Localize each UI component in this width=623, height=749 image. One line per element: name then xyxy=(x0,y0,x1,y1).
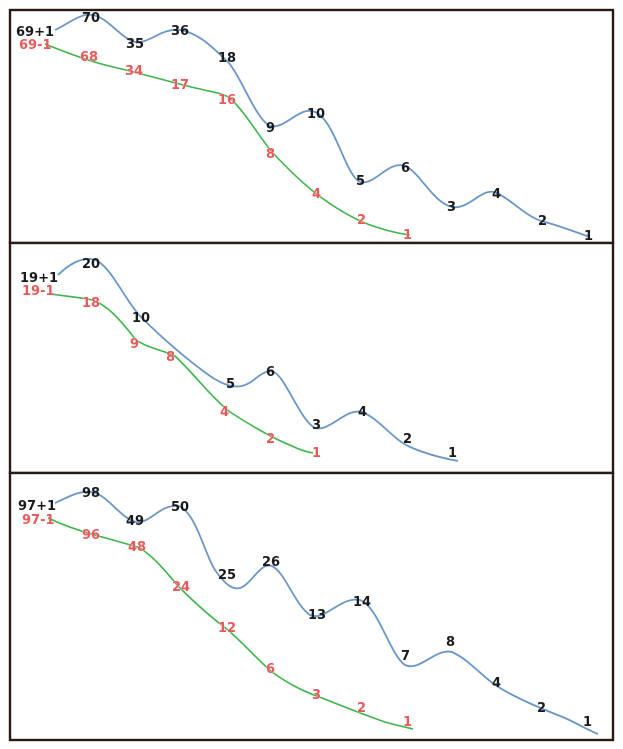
minus-start-label: 69-1 xyxy=(19,38,52,53)
plus-curve xyxy=(57,258,459,462)
minus-value-label: 6 xyxy=(266,662,275,677)
plus-value-label: 2 xyxy=(403,432,412,447)
minus-value-label: 1 xyxy=(312,446,321,461)
minus-value-label: 12 xyxy=(218,621,236,636)
minus-curve xyxy=(47,517,414,730)
minus-value-label: 2 xyxy=(357,213,366,228)
plus-value-label: 18 xyxy=(218,51,236,66)
plus-value-label: 5 xyxy=(226,377,235,392)
plus-value-label: 35 xyxy=(126,37,144,52)
panel-frame xyxy=(8,241,615,475)
plus-value-label: 26 xyxy=(262,555,280,570)
minus-value-label: 1 xyxy=(403,228,412,243)
plus-value-label: 70 xyxy=(82,11,100,26)
plus-value-label: 4 xyxy=(492,676,501,691)
minus-value-label: 8 xyxy=(266,147,275,162)
plus-value-label: 3 xyxy=(312,418,321,433)
plus-value-label: 8 xyxy=(446,635,455,650)
minus-curve xyxy=(44,43,411,236)
plus-value-label: 3 xyxy=(447,200,456,215)
plus-value-label: 2 xyxy=(538,214,547,229)
plus-value-label: 13 xyxy=(308,608,326,623)
minus-value-label: 48 xyxy=(128,540,146,555)
minus-value-label: 68 xyxy=(80,50,98,65)
plus-value-label: 1 xyxy=(448,446,457,461)
plus-value-label: 9 xyxy=(266,121,275,136)
panel-19: 19+1 19-1 20 10 5 6 3 4 2 1 18 9 8 4 2 1 xyxy=(8,241,615,475)
plus-start-label: 97+1 xyxy=(18,499,56,514)
plus-value-label: 25 xyxy=(218,568,236,583)
minus-value-label: 8 xyxy=(166,350,175,365)
panel-69: 69+1 69-1 70 35 36 18 9 10 5 6 3 4 2 1 6… xyxy=(8,8,615,245)
plus-curve xyxy=(54,13,591,238)
minus-value-label: 9 xyxy=(130,337,139,352)
plus-start-label: 19+1 xyxy=(20,271,58,286)
plus-value-label: 20 xyxy=(82,257,100,272)
minus-value-label: 24 xyxy=(172,580,190,595)
plus-value-label: 98 xyxy=(82,486,100,501)
plus-value-label: 5 xyxy=(356,174,365,189)
plus-curve xyxy=(54,490,599,735)
plus-value-label: 1 xyxy=(584,229,593,244)
plus-value-label: 4 xyxy=(358,405,367,420)
plus-value-label: 50 xyxy=(171,500,189,515)
plus-value-label: 14 xyxy=(353,595,371,610)
minus-curve xyxy=(49,293,314,454)
plus-value-label: 36 xyxy=(171,24,189,39)
plus-value-label: 2 xyxy=(537,701,546,716)
plus-value-label: 7 xyxy=(401,649,410,664)
minus-value-label: 2 xyxy=(357,701,366,716)
plus-value-label: 10 xyxy=(132,311,150,326)
minus-value-label: 34 xyxy=(125,64,143,79)
minus-value-label: 2 xyxy=(266,432,275,447)
minus-value-label: 17 xyxy=(171,78,189,93)
panel-97: 97+1 97-1 98 49 50 25 26 13 14 7 8 4 2 1… xyxy=(8,471,615,742)
plus-value-label: 6 xyxy=(401,161,410,176)
plus-value-label: 49 xyxy=(126,514,144,529)
minus-value-label: 1 xyxy=(403,715,412,730)
minus-value-label: 3 xyxy=(312,688,321,703)
plus-value-label: 1 xyxy=(583,715,592,730)
minus-value-label: 4 xyxy=(312,187,321,202)
plus-value-label: 4 xyxy=(492,187,501,202)
minus-start-label: 97-1 xyxy=(22,513,55,528)
minus-value-label: 96 xyxy=(82,528,100,543)
minus-value-label: 18 xyxy=(82,296,100,311)
minus-value-label: 4 xyxy=(220,405,229,420)
panel-frame xyxy=(8,8,615,245)
plus-value-label: 6 xyxy=(266,365,275,380)
plus-value-label: 10 xyxy=(307,107,325,122)
minus-value-label: 16 xyxy=(218,93,236,108)
plus-start-label: 69+1 xyxy=(16,25,54,40)
minus-start-label: 19-1 xyxy=(22,284,55,299)
